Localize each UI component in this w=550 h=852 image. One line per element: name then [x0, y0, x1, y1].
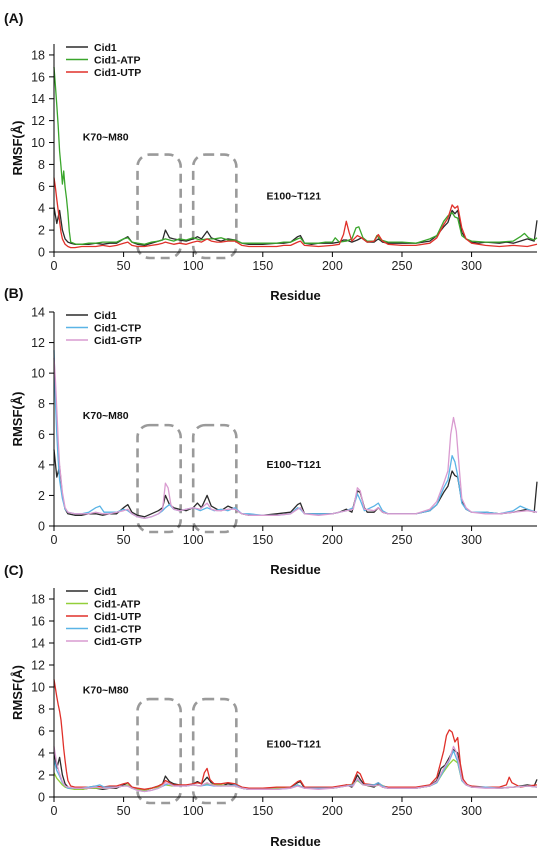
- region-annotation: E100~T121: [267, 459, 322, 471]
- y-tick-label: 14: [31, 306, 45, 320]
- highlight-region-box: [136, 153, 182, 260]
- y-tick-label: 0: [38, 791, 45, 805]
- y-tick-label: 14: [31, 637, 45, 651]
- x-tick-label: 250: [392, 259, 413, 273]
- y-tick-label: 2: [38, 489, 45, 503]
- region-annotation: K70~M80: [83, 131, 129, 143]
- x-tick-label: 50: [117, 804, 131, 818]
- x-axis-label: Residue: [270, 288, 321, 303]
- legend-label: Cid1: [94, 586, 117, 598]
- series-group: [53, 350, 538, 520]
- panel-1: (A) 0 2 4 6 8 10 12 14 16 18 0 50 100 150 200 250 300 Resi…: [4, 10, 538, 303]
- y-tick-label: 16: [31, 615, 45, 629]
- x-tick-label: 150: [252, 259, 273, 273]
- x-tick-label: 200: [322, 533, 343, 547]
- highlight-region-box: [191, 153, 238, 260]
- y-tick-label: 18: [31, 48, 45, 62]
- y-tick-label: 10: [31, 367, 45, 381]
- x-tick-label: 50: [117, 259, 131, 273]
- legend-label: Cid1: [94, 310, 117, 322]
- y-tick-label: 8: [38, 703, 45, 717]
- panel-2: (B) 0 2 4 6 8 10 12 14 0 50 100 150 200 250 300 Residue R…: [4, 285, 538, 577]
- x-tick-label: 300: [461, 804, 482, 818]
- x-tick-label: 300: [461, 533, 482, 547]
- series-line-cid1-gtp: [53, 745, 538, 793]
- y-tick-label: 4: [38, 202, 45, 216]
- series-line-cid1-gtp: [53, 357, 538, 520]
- x-tick-label: 300: [461, 259, 482, 273]
- legend-label: Cid1-UTP: [94, 611, 141, 623]
- x-tick-label: 200: [322, 804, 343, 818]
- highlight-region-box: [136, 697, 182, 805]
- series-line-cid1-atp: [53, 66, 538, 245]
- y-tick-label: 6: [38, 180, 45, 194]
- legend-label: Cid1-ATP: [94, 598, 140, 610]
- y-tick-label: 6: [38, 725, 45, 739]
- legend-label: Cid1-UTP: [94, 67, 141, 79]
- panel-label: (B): [4, 285, 23, 301]
- x-axis-label: Residue: [270, 834, 321, 849]
- legend-label: Cid1-ATP: [94, 54, 140, 66]
- legend-label: Cid1-CTP: [94, 623, 141, 635]
- y-tick-label: 8: [38, 158, 45, 172]
- y-tick-label: 0: [38, 520, 45, 534]
- x-tick-label: 0: [51, 259, 58, 273]
- x-tick-label: 250: [392, 804, 413, 818]
- x-tick-label: 150: [252, 804, 273, 818]
- y-tick-label: 12: [31, 336, 45, 350]
- region-annotation: E100~T121: [267, 739, 322, 751]
- region-annotation: E100~T121: [267, 190, 322, 202]
- series-group: [53, 679, 538, 793]
- x-tick-label: 0: [51, 804, 58, 818]
- region-annotation: K70~M80: [83, 410, 129, 422]
- x-tick-label: 50: [117, 533, 131, 547]
- y-tick-label: 16: [31, 70, 45, 84]
- region-annotation: K70~M80: [83, 685, 129, 697]
- y-tick-label: 10: [31, 681, 45, 695]
- y-tick-label: 6: [38, 428, 45, 442]
- y-tick-label: 8: [38, 397, 45, 411]
- x-tick-label: 250: [392, 533, 413, 547]
- x-tick-label: 100: [183, 533, 204, 547]
- y-tick-label: 18: [31, 593, 45, 607]
- x-tick-label: 200: [322, 259, 343, 273]
- series-line-cid1-ctp: [53, 350, 538, 520]
- legend-label: Cid1-GTP: [94, 335, 142, 347]
- panel-label: (C): [4, 562, 23, 578]
- y-tick-label: 12: [31, 114, 45, 128]
- y-tick-label: 10: [31, 136, 45, 150]
- series-line-cid1: [53, 206, 538, 247]
- series-group: [53, 66, 538, 249]
- y-tick-label: 4: [38, 747, 45, 761]
- panel-label: (A): [4, 10, 23, 26]
- legend-label: Cid1-GTP: [94, 636, 142, 648]
- y-tick-label: 2: [38, 224, 45, 238]
- highlight-region-box: [136, 423, 182, 534]
- y-tick-label: 12: [31, 659, 45, 673]
- y-axis-label: RMSF(Å): [10, 665, 25, 720]
- y-axis-label: RMSF(Å): [10, 121, 25, 176]
- x-axis-label: Residue: [270, 562, 321, 577]
- x-tick-label: 0: [51, 533, 58, 547]
- series-line-cid1-utp: [53, 177, 538, 249]
- x-tick-label: 100: [183, 804, 204, 818]
- y-tick-label: 4: [38, 458, 45, 472]
- highlight-region-box: [191, 697, 238, 805]
- y-axis-label: RMSF(Å): [10, 392, 25, 447]
- legend-label: Cid1: [94, 42, 117, 54]
- panel-3: (C) 0 2 4 6 8 10 12 14 16 18 0 50 100 150 200 250 300 Resi…: [4, 562, 538, 849]
- legend-label: Cid1-CTP: [94, 322, 141, 334]
- highlight-region-box: [191, 423, 238, 534]
- y-tick-label: 2: [38, 769, 45, 783]
- x-tick-label: 100: [183, 259, 204, 273]
- x-tick-label: 150: [252, 533, 273, 547]
- y-tick-label: 14: [31, 92, 45, 106]
- y-tick-label: 0: [38, 246, 45, 260]
